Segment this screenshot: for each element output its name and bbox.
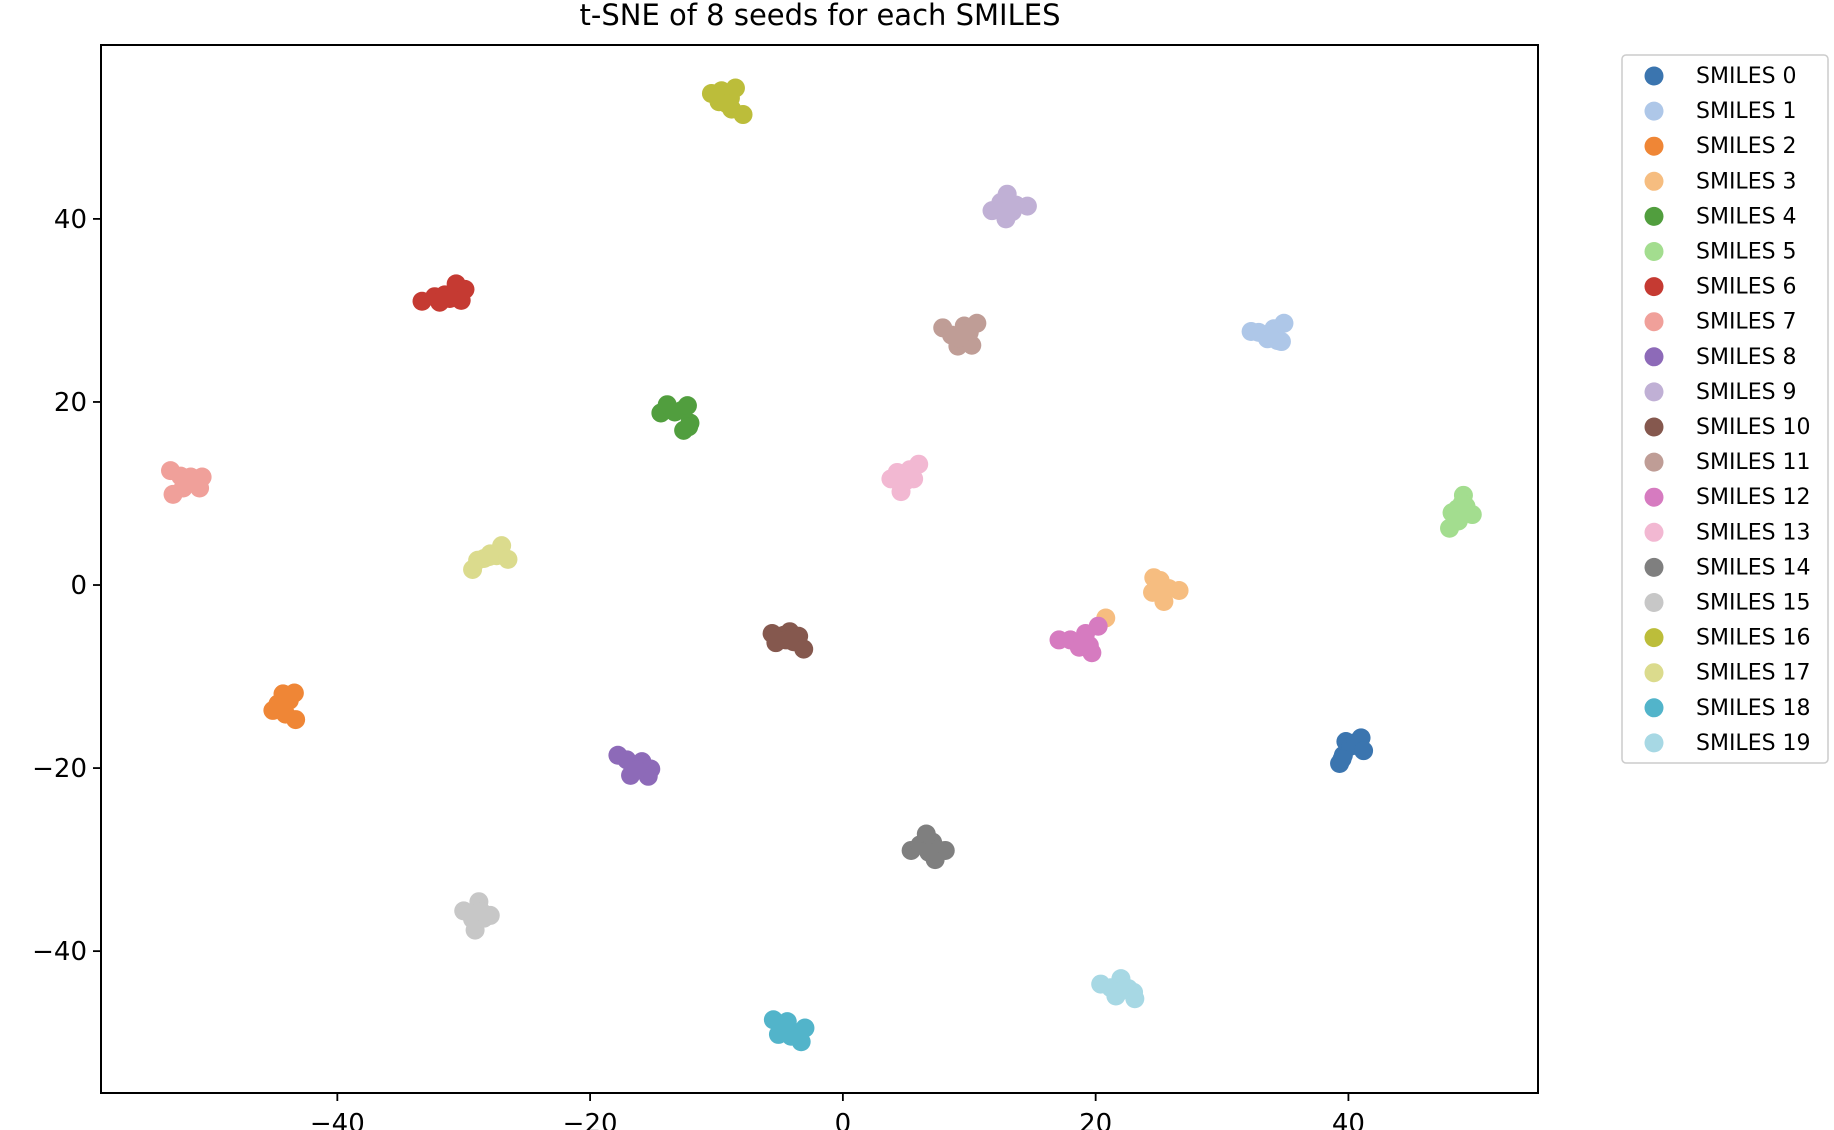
legend-marker	[1644, 663, 1664, 683]
point-smiles-5-7	[1452, 494, 1472, 514]
legend-label: SMILES 6	[1696, 275, 1797, 300]
point-smiles-7-7	[178, 473, 198, 493]
point-smiles-0-6	[1354, 741, 1374, 761]
legend-marker	[1644, 557, 1664, 577]
legend-label: SMILES 19	[1696, 731, 1811, 756]
point-smiles-17-6	[498, 549, 518, 569]
point-smiles-19-6	[1125, 989, 1145, 1009]
legend: SMILES 0 SMILES 1 SMILES 2 SMILES 3 SMILES 4…	[1621, 54, 1829, 764]
point-smiles-4-4	[677, 396, 697, 416]
legend-marker	[1644, 312, 1664, 332]
legend-label: SMILES 9	[1696, 380, 1797, 405]
legend-marker	[1644, 487, 1664, 507]
legend-label: SMILES 12	[1696, 485, 1811, 510]
legend-label: SMILES 15	[1696, 591, 1811, 616]
legend-label: SMILES 2	[1696, 134, 1797, 159]
y-tick-label: 20	[54, 388, 87, 418]
legend-marker	[1644, 101, 1664, 121]
y-tick-label: 0	[70, 571, 87, 601]
legend-marker	[1644, 347, 1664, 367]
point-smiles-6-6	[451, 290, 471, 310]
point-smiles-16-7	[717, 94, 737, 114]
point-smiles-18-7	[781, 1026, 801, 1046]
point-smiles-9-7	[1001, 198, 1021, 218]
point-smiles-11-7	[949, 328, 969, 348]
y-axis: −40 −20 0 20 40	[32, 205, 101, 967]
point-smiles-0-7	[1332, 749, 1352, 769]
legend-marker	[1644, 522, 1664, 542]
point-smiles-14-7	[919, 842, 939, 862]
legend-label: SMILES 10	[1696, 415, 1811, 440]
points-layer	[161, 78, 1482, 1052]
x-tick-label: 40	[1332, 1109, 1365, 1130]
legend-marker	[1644, 277, 1664, 297]
x-tick-label: 20	[1079, 1109, 1112, 1130]
y-tick-label: −20	[32, 754, 87, 784]
point-smiles-9-6	[1017, 196, 1037, 216]
legend-label: SMILES 17	[1696, 661, 1811, 686]
legend-frame	[1621, 54, 1829, 764]
point-smiles-19-7	[1110, 981, 1130, 1001]
legend-marker	[1644, 417, 1664, 437]
legend-marker	[1644, 242, 1664, 261]
legend-label: SMILES 16	[1696, 626, 1811, 651]
legend-marker	[1644, 593, 1664, 612]
legend-marker	[1644, 733, 1664, 753]
legend-label: SMILES 8	[1696, 345, 1797, 370]
point-smiles-15-7	[460, 904, 480, 924]
legend-label: SMILES 7	[1696, 310, 1797, 335]
x-tick-label: 0	[835, 1109, 852, 1130]
legend-label: SMILES 1	[1696, 99, 1797, 124]
legend-label: SMILES 18	[1696, 696, 1811, 721]
point-smiles-7-6	[163, 484, 183, 504]
legend-marker	[1644, 206, 1664, 226]
point-smiles-1-7	[1256, 325, 1276, 345]
point-smiles-10-7	[776, 630, 796, 650]
point-smiles-8-7	[627, 760, 647, 780]
plot-frame	[100, 44, 1539, 1094]
x-tick-label: −20	[563, 1109, 618, 1130]
point-smiles-10-6	[794, 639, 814, 659]
legend-marker	[1644, 382, 1664, 402]
point-smiles-12-6	[1088, 616, 1108, 636]
point-smiles-13-7	[896, 471, 916, 491]
point-smiles-11-5	[967, 313, 987, 333]
legend-label: SMILES 0	[1696, 64, 1797, 89]
point-smiles-2-4	[284, 683, 304, 703]
point-smiles-16-3	[725, 78, 745, 98]
point-smiles-18-6	[795, 1018, 815, 1038]
legend-label: SMILES 14	[1696, 555, 1811, 580]
legend-label: SMILES 5	[1696, 240, 1797, 265]
legend-marker	[1644, 628, 1664, 648]
legend-marker	[1644, 698, 1664, 718]
point-smiles-4-7	[679, 417, 699, 437]
legend-marker	[1644, 171, 1664, 191]
point-smiles-17-7	[479, 547, 499, 567]
point-smiles-16-6	[733, 105, 753, 125]
x-axis: −40 −20 0 20 40	[310, 1093, 1365, 1130]
y-tick-label: 40	[54, 205, 87, 235]
legend-marker	[1644, 452, 1664, 472]
point-smiles-2-7	[269, 698, 289, 718]
legend-label: SMILES 11	[1696, 450, 1811, 475]
chart-title: t-SNE of 8 seeds for each SMILES	[580, 0, 1061, 32]
point-smiles-1-5	[1274, 313, 1294, 333]
point-smiles-3-7	[1149, 577, 1169, 597]
y-tick-label: −40	[32, 937, 87, 967]
point-smiles-5-6	[1448, 511, 1468, 531]
legend-label: SMILES 4	[1696, 204, 1797, 229]
legend-label: SMILES 3	[1696, 169, 1797, 194]
point-smiles-13-6	[909, 454, 929, 474]
legend-label: SMILES 13	[1696, 520, 1811, 545]
legend-marker	[1644, 136, 1664, 156]
point-smiles-1-6	[1271, 332, 1291, 352]
point-smiles-12-7	[1073, 632, 1093, 652]
legend-marker	[1644, 66, 1664, 86]
x-tick-label: −40	[310, 1109, 365, 1130]
point-smiles-3-6	[1169, 581, 1189, 601]
point-smiles-6-7	[435, 285, 455, 305]
